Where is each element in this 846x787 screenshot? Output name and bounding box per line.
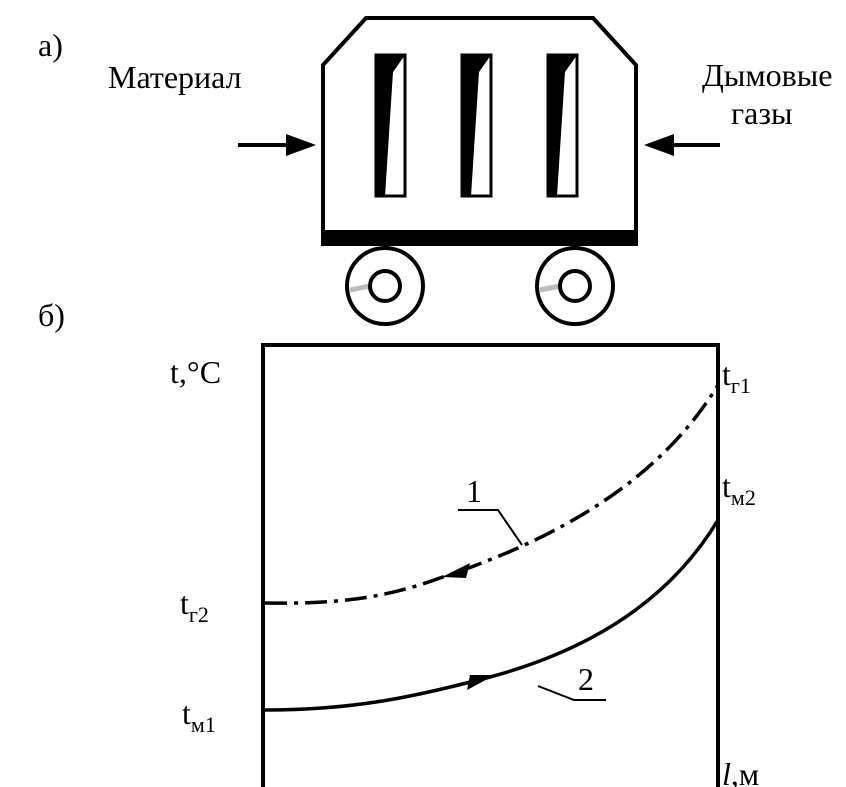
leader-line [538, 686, 606, 700]
x-axis-symbol: l [722, 756, 731, 787]
curve-arrow [442, 563, 470, 578]
temp-subscript: м2 [731, 485, 756, 510]
wheel-hub [370, 271, 400, 301]
leader-line [458, 510, 522, 545]
x-axis-unit: ,м [731, 756, 759, 787]
kiln-cart [321, 18, 638, 324]
part-a-label: а) [38, 27, 63, 63]
temp-subscript: г1 [731, 373, 751, 398]
curve-label: 2 [578, 661, 594, 697]
window [376, 55, 405, 196]
flue-gases-label: Дымовые [702, 57, 832, 93]
y-axis-label: t,°C [170, 354, 221, 390]
material-curve [265, 520, 718, 710]
curve-arrow [467, 675, 495, 690]
window [462, 55, 491, 196]
material-label: Материал [108, 59, 242, 95]
part-b-label: б) [38, 297, 65, 333]
diagram: а) Материал Дымовые газы [0, 0, 846, 787]
temp-label: tг2 [180, 585, 209, 627]
temp-label: tм1 [182, 695, 216, 737]
temp-subscript: г2 [189, 602, 209, 627]
arrow-head [286, 134, 316, 156]
temp-symbol: t [180, 585, 189, 621]
temp-symbol: t [722, 356, 731, 392]
gas-curve [265, 385, 718, 603]
temp-subscript: м1 [191, 712, 216, 737]
temp-symbol: t [182, 695, 191, 731]
wheel [347, 248, 423, 324]
flue-gases-label: газы [731, 95, 792, 131]
temp-label: tм2 [722, 468, 756, 510]
temp-symbol: t [722, 468, 731, 504]
temp-label: tг1 [722, 356, 751, 398]
wheel [537, 248, 613, 324]
plot-frame [261, 345, 720, 787]
x-axis-label: l,м [722, 756, 759, 787]
arrow-head [644, 134, 674, 156]
wheel-hub [560, 271, 590, 301]
window [548, 55, 577, 196]
curve-label: 1 [466, 473, 482, 509]
cart-base [321, 230, 638, 246]
